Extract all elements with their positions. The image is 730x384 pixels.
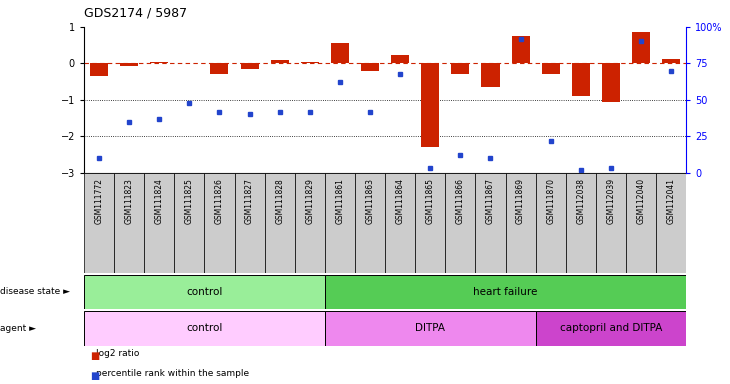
Text: GSM111828: GSM111828 xyxy=(275,178,284,223)
Bar xyxy=(482,63,499,87)
Bar xyxy=(325,173,355,273)
Text: disease state ►: disease state ► xyxy=(0,287,70,296)
Text: GSM111823: GSM111823 xyxy=(125,178,134,223)
Text: GSM111867: GSM111867 xyxy=(486,178,495,224)
Bar xyxy=(84,311,325,346)
Bar xyxy=(295,173,325,273)
Bar xyxy=(602,63,620,102)
Text: GSM111827: GSM111827 xyxy=(245,178,254,223)
Bar xyxy=(210,63,228,74)
Bar xyxy=(264,173,295,273)
Text: GSM111869: GSM111869 xyxy=(516,178,525,224)
Bar xyxy=(505,173,536,273)
Bar xyxy=(331,43,349,63)
Text: GSM112041: GSM112041 xyxy=(666,178,676,224)
Text: percentile rank within the sample: percentile rank within the sample xyxy=(96,369,249,378)
Bar xyxy=(355,173,385,273)
Bar xyxy=(90,63,108,76)
Bar xyxy=(385,173,415,273)
Text: GSM111863: GSM111863 xyxy=(366,178,374,224)
Text: control: control xyxy=(186,287,223,297)
Bar xyxy=(596,173,626,273)
Bar xyxy=(542,63,560,74)
Bar xyxy=(204,173,234,273)
Bar xyxy=(114,173,145,273)
Bar xyxy=(391,55,409,63)
Text: GDS2174 / 5987: GDS2174 / 5987 xyxy=(84,6,187,19)
Bar xyxy=(174,173,204,273)
Bar xyxy=(234,173,264,273)
Text: GSM111866: GSM111866 xyxy=(456,178,465,224)
Text: GSM112040: GSM112040 xyxy=(637,178,645,224)
Bar xyxy=(325,275,686,309)
Bar xyxy=(445,173,475,273)
Text: GSM111829: GSM111829 xyxy=(305,178,315,223)
Bar xyxy=(84,173,114,273)
Bar xyxy=(241,63,258,69)
Bar xyxy=(566,173,596,273)
Text: DITPA: DITPA xyxy=(415,323,445,333)
Bar xyxy=(451,63,469,74)
Bar xyxy=(150,61,168,63)
Bar xyxy=(120,63,138,66)
Bar xyxy=(536,311,686,346)
Bar xyxy=(84,275,325,309)
Bar xyxy=(536,173,566,273)
Bar xyxy=(475,173,505,273)
Bar xyxy=(512,36,529,63)
Text: GSM111772: GSM111772 xyxy=(94,178,104,224)
Text: GSM111824: GSM111824 xyxy=(155,178,164,223)
Text: ■: ■ xyxy=(90,351,99,361)
Bar xyxy=(301,61,319,63)
Text: agent ►: agent ► xyxy=(0,324,36,333)
Bar xyxy=(662,59,680,63)
Bar xyxy=(572,63,590,96)
Bar xyxy=(271,60,288,63)
Bar xyxy=(656,173,686,273)
Bar xyxy=(415,173,445,273)
Text: GSM112039: GSM112039 xyxy=(607,178,615,224)
Text: GSM111865: GSM111865 xyxy=(426,178,435,224)
Text: GSM111861: GSM111861 xyxy=(335,178,345,223)
Text: heart failure: heart failure xyxy=(473,287,538,297)
Text: control: control xyxy=(186,323,223,333)
Bar xyxy=(421,63,439,147)
Text: ■: ■ xyxy=(90,371,99,381)
Text: GSM111870: GSM111870 xyxy=(546,178,556,224)
Bar xyxy=(361,63,379,71)
Bar xyxy=(632,32,650,63)
Text: GSM111864: GSM111864 xyxy=(396,178,404,224)
Bar xyxy=(325,311,536,346)
Text: GSM111825: GSM111825 xyxy=(185,178,194,223)
Text: log2 ratio: log2 ratio xyxy=(96,349,139,358)
Bar xyxy=(626,173,656,273)
Bar xyxy=(145,173,174,273)
Text: GSM111826: GSM111826 xyxy=(215,178,224,223)
Text: GSM112038: GSM112038 xyxy=(576,178,585,224)
Text: captopril and DITPA: captopril and DITPA xyxy=(560,323,662,333)
